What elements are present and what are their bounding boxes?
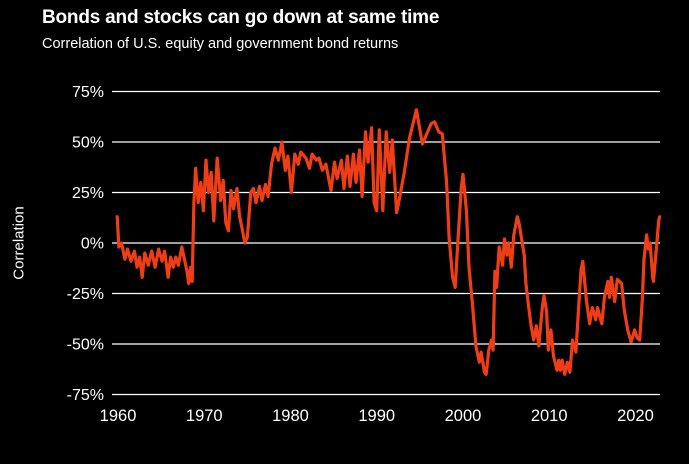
chart-subtitle: Correlation of U.S. equity and governmen… [42,36,399,52]
y-tick-label: 0% [81,236,104,253]
x-tick-label: 2020 [617,407,654,425]
x-tick-label: 1970 [186,407,223,425]
x-tick-label: 2010 [531,407,568,425]
x-tick-label: 1960 [100,407,137,425]
x-tick-label: 1990 [358,407,395,425]
y-tick-label: -25% [67,286,104,303]
y-tick-label: 75% [72,84,104,101]
x-tick-label: 1980 [272,407,309,425]
x-tick-label: 2000 [445,407,482,425]
y-tick-label: -75% [67,387,104,404]
y-tick-label: -50% [67,337,104,354]
correlation-series-line [115,108,662,376]
chart-title: Bonds and stocks can go down at same tim… [42,7,440,28]
y-tick-label: 50% [72,135,104,152]
y-tick-label: 25% [72,185,104,202]
